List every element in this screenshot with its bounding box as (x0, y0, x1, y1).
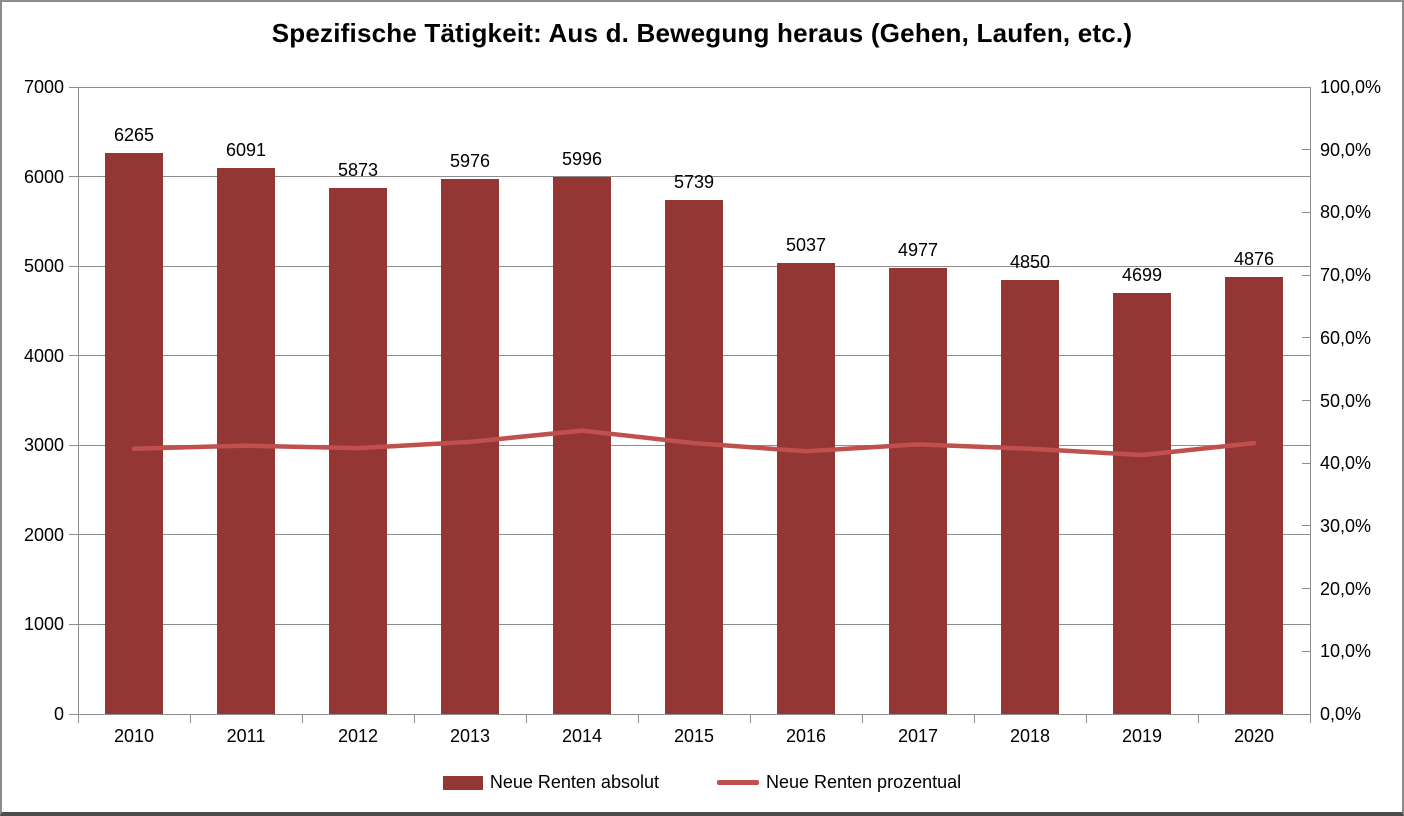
right-axis-label: 10,0% (1320, 641, 1372, 662)
bar-2011 (217, 168, 275, 714)
x-axis-tick (302, 714, 303, 723)
bar-value-label-2020: 4876 (1233, 249, 1275, 270)
legend-bar-swatch (442, 775, 483, 790)
right-axis-tick (1302, 211, 1310, 213)
right-axis-tick (1302, 713, 1310, 715)
bar-2012 (329, 187, 387, 714)
right-axis-tick (1302, 400, 1310, 401)
left-axis-tick (69, 444, 78, 446)
right-axis-tick (1302, 588, 1310, 590)
right-axis-label: 30,0% (1320, 515, 1372, 536)
bar-2013 (441, 178, 499, 714)
right-axis-label: 90,0% (1320, 139, 1372, 160)
bar-2014 (553, 176, 611, 714)
gridline-6000 (78, 176, 1310, 178)
bar-value-label-2014: 5996 (561, 148, 603, 169)
right-axis-label: 100,0% (1320, 77, 1382, 97)
bar-value-label-2016: 5037 (785, 234, 827, 255)
right-axis-label: 40,0% (1320, 453, 1372, 474)
right-axis-tick (1302, 525, 1310, 527)
right-axis-tick (1302, 650, 1310, 652)
right-axis-tick (1302, 337, 1310, 339)
right-axis-tick (1302, 462, 1310, 464)
right-axis-tick (1302, 274, 1310, 276)
x-axis-line (78, 714, 1311, 715)
bar-value-label-2013: 5976 (449, 150, 491, 171)
right-axis-label: 80,0% (1320, 202, 1372, 223)
x-axis-tick (78, 714, 79, 723)
left-axis-tick (69, 265, 78, 267)
x-axis-tick (974, 714, 975, 723)
gridline-7000 (78, 86, 1310, 88)
x-axis-label-2014: 2014 (561, 726, 603, 746)
bar-value-label-2010: 6265 (113, 124, 155, 145)
right-axis-label: 0,0% (1320, 704, 1362, 724)
left-axis-label: 0 (53, 704, 64, 724)
legend: Neue Renten absolut Neue Renten prozentu… (2, 772, 1402, 793)
bar-value-label-2015: 5739 (673, 171, 715, 192)
right-axis-tick (1302, 86, 1310, 88)
left-axis-tick (69, 623, 78, 625)
x-axis-tick (414, 714, 415, 723)
x-axis-tick (1086, 714, 1087, 723)
bar-value-label-2012: 5873 (337, 159, 379, 180)
x-axis-tick (750, 714, 751, 723)
x-axis-label-2016: 2016 (785, 726, 827, 746)
x-axis-label-2019: 2019 (1121, 726, 1163, 746)
bar-2018 (1001, 279, 1059, 714)
right-axis-tick (1302, 149, 1310, 151)
legend-line-swatch (716, 780, 759, 785)
left-axis-label: 5000 (23, 256, 64, 277)
left-axis-tick (69, 713, 78, 715)
bar-2016 (777, 262, 835, 714)
left-axis-label: 7000 (23, 77, 64, 97)
x-axis-label-2020: 2020 (1233, 726, 1275, 746)
left-axis-label: 2000 (23, 524, 64, 545)
x-axis-label-2011: 2011 (226, 726, 266, 746)
x-axis-label-2018: 2018 (1009, 726, 1051, 746)
left-axis-label: 3000 (23, 435, 64, 456)
left-axis-tick (69, 86, 78, 88)
left-axis-label: 4000 (23, 345, 64, 366)
left-axis-tick (69, 176, 78, 178)
bar-value-label-2019: 4699 (1121, 265, 1163, 286)
x-axis-label-2017: 2017 (897, 726, 939, 746)
chart-title: Spezifische Tätigkeit: Aus d. Bewegung h… (271, 18, 1133, 48)
right-axis-line (1310, 87, 1311, 714)
right-axis-label: 50,0% (1320, 390, 1372, 411)
left-axis-label: 1000 (23, 614, 64, 635)
x-axis-tick (526, 714, 527, 723)
right-axis-label: 70,0% (1320, 265, 1372, 286)
x-axis-tick (638, 714, 639, 723)
legend-line-label: Neue Renten prozentual (765, 772, 962, 792)
right-axis-label: 20,0% (1320, 578, 1372, 599)
x-axis-tick (1310, 714, 1311, 723)
legend-bar-label: Neue Renten absolut (489, 772, 659, 792)
bar-value-label-2018: 4850 (1009, 251, 1051, 272)
bar-2015 (665, 199, 723, 714)
left-axis-tick (69, 534, 78, 536)
left-axis-label: 6000 (23, 166, 64, 187)
x-axis-label-2012: 2012 (337, 726, 379, 746)
bar-2017 (889, 268, 947, 714)
x-axis-label-2013: 2013 (449, 726, 491, 746)
bar-value-label-2017: 4977 (897, 240, 939, 261)
bar-value-label-2011: 6091 (225, 140, 267, 161)
bar-2019 (1113, 293, 1171, 714)
bar-2010 (105, 152, 163, 714)
x-axis-tick (190, 714, 191, 723)
x-axis-tick (862, 714, 863, 723)
right-axis-label: 60,0% (1320, 327, 1372, 348)
x-axis-label-2015: 2015 (673, 726, 715, 746)
bar-2020 (1225, 277, 1283, 714)
left-axis-tick (69, 355, 78, 357)
left-axis-line (78, 87, 79, 714)
x-axis-tick (1198, 714, 1199, 723)
x-axis-label-2010: 2010 (113, 726, 155, 746)
